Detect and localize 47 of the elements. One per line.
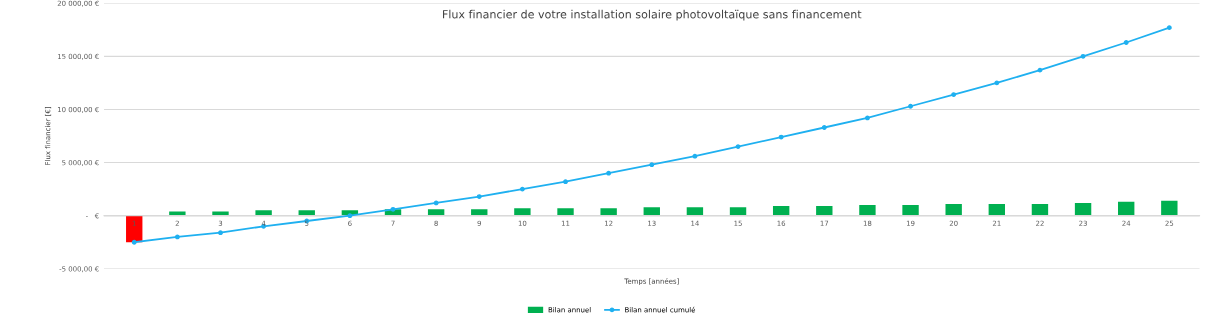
bar bbox=[557, 208, 574, 216]
bar bbox=[212, 211, 229, 216]
bar bbox=[169, 211, 186, 216]
bar bbox=[1074, 202, 1092, 216]
point bbox=[994, 80, 1000, 86]
point bbox=[174, 234, 180, 240]
point bbox=[218, 230, 223, 236]
bar bbox=[686, 207, 704, 216]
point bbox=[390, 206, 396, 212]
bar bbox=[126, 215, 143, 243]
point bbox=[1037, 67, 1043, 73]
bar bbox=[902, 205, 919, 216]
point bbox=[1166, 25, 1172, 31]
point bbox=[519, 186, 525, 192]
point bbox=[347, 213, 353, 219]
bar bbox=[255, 210, 272, 216]
point bbox=[821, 125, 827, 130]
bar bbox=[945, 203, 962, 216]
bar bbox=[643, 207, 660, 216]
bar bbox=[471, 209, 488, 216]
bar bbox=[816, 206, 833, 216]
bar bbox=[1118, 201, 1135, 216]
bar bbox=[427, 209, 445, 216]
text: Flux financier de votre installation solaire photovoltaïque sans financement bbox=[443, 9, 862, 21]
point bbox=[606, 170, 612, 176]
point bbox=[649, 162, 655, 168]
point bbox=[433, 200, 439, 206]
point bbox=[1123, 40, 1129, 45]
bar bbox=[600, 208, 617, 216]
point bbox=[735, 144, 741, 150]
bar bbox=[1031, 203, 1049, 216]
point bbox=[951, 92, 957, 97]
point bbox=[563, 179, 568, 185]
bar bbox=[729, 207, 747, 216]
point bbox=[1080, 53, 1086, 59]
point bbox=[476, 194, 482, 199]
point bbox=[908, 103, 913, 109]
point bbox=[692, 153, 698, 159]
bar bbox=[514, 208, 531, 216]
bar bbox=[1161, 200, 1178, 216]
point bbox=[778, 134, 784, 140]
bar bbox=[859, 205, 876, 216]
bar bbox=[772, 206, 790, 216]
bar bbox=[298, 210, 315, 216]
point bbox=[864, 115, 870, 121]
bar bbox=[988, 203, 1006, 216]
point bbox=[131, 239, 137, 245]
